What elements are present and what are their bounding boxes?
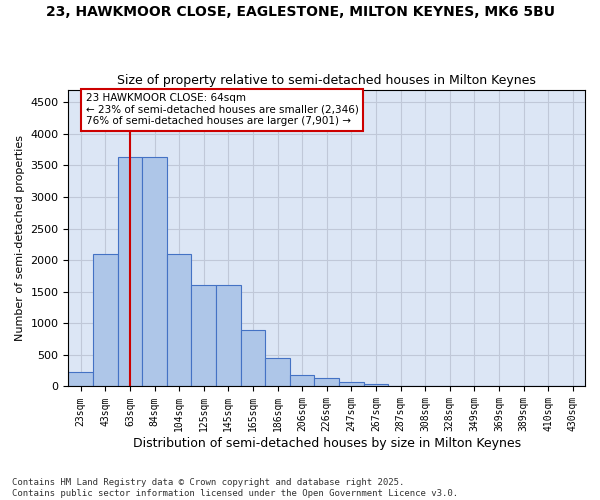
Bar [167, 254, 191, 386]
Bar [364, 384, 388, 386]
Bar [265, 358, 290, 386]
Bar [216, 285, 241, 386]
Title: Size of property relative to semi-detached houses in Milton Keynes: Size of property relative to semi-detach… [117, 74, 536, 87]
X-axis label: Distribution of semi-detached houses by size in Milton Keynes: Distribution of semi-detached houses by … [133, 437, 521, 450]
Bar [118, 156, 142, 386]
Bar [290, 375, 314, 386]
Bar [314, 378, 339, 386]
Text: Contains HM Land Registry data © Crown copyright and database right 2025.
Contai: Contains HM Land Registry data © Crown c… [12, 478, 458, 498]
Bar [191, 285, 216, 386]
Text: 23, HAWKMOOR CLOSE, EAGLESTONE, MILTON KEYNES, MK6 5BU: 23, HAWKMOOR CLOSE, EAGLESTONE, MILTON K… [46, 5, 554, 19]
Text: 23 HAWKMOOR CLOSE: 64sqm
← 23% of semi-detached houses are smaller (2,346)
76% o: 23 HAWKMOOR CLOSE: 64sqm ← 23% of semi-d… [86, 93, 358, 126]
Bar [93, 254, 118, 386]
Bar [241, 330, 265, 386]
Bar [68, 372, 93, 386]
Y-axis label: Number of semi-detached properties: Number of semi-detached properties [15, 135, 25, 341]
Bar [339, 382, 364, 386]
Bar [142, 156, 167, 386]
